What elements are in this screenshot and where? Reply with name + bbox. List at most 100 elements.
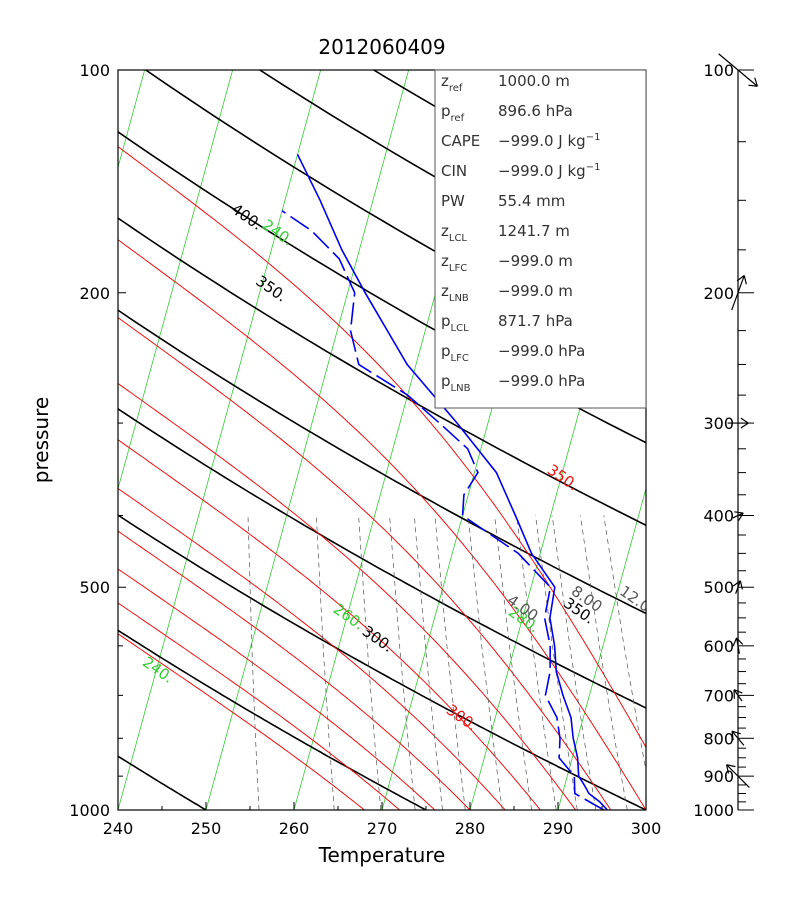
info-value: 1000.0 m [498,72,570,90]
info-symbol-main: CAPE [441,132,480,150]
wind-axis-label: 400 [703,507,734,526]
y-tick-label: 500 [79,578,110,597]
info-value-main: −999.0 m [498,282,573,300]
info-symbol-main: z [441,72,449,90]
isotherm-line [118,70,146,169]
info-symbol-main: z [441,222,449,240]
info-value-main: 871.7 hPa [498,312,573,330]
mixing-ratio-line [516,515,557,810]
wind-arrow-head [740,417,749,424]
dry-adiabat-label: 400. [660,585,698,619]
info-symbol-main: CIN [441,162,467,180]
mixing-ratio-line [358,515,382,810]
dry-adiabat-line [118,217,646,527]
wind-arrow-head [726,764,736,768]
mixing-ratio-line [535,515,578,810]
moist-adiabat-line [118,530,471,810]
dry-adiabat-line [118,514,646,810]
info-symbol-main: z [441,252,449,270]
axes: 240 250 260 270 280 290 300 100 200 500 1000 [69,61,661,838]
wind-arrow-head [733,689,743,694]
info-symbol-subscript: LNB [449,293,469,304]
info-symbol-subscript: LCL [451,323,470,334]
wind-arrow [726,764,750,788]
isotherm-line [118,70,234,491]
y-tick-label: 1000 [69,801,110,820]
wind-arrow [718,53,758,87]
info-symbol-subscript: ref [449,83,463,94]
moist-adiabat-line [118,382,576,810]
mixing-ratio-line [494,515,532,810]
wind-arrow [735,580,741,594]
info-symbol: CIN [441,162,467,180]
wind-arrow-head [732,580,741,587]
moist-adiabat-line [118,146,646,749]
mixing-ratio-line [551,515,597,810]
wind-arrow [736,637,740,654]
x-tick-label: 300 [631,819,662,838]
info-symbol: zref [441,72,463,94]
isotherm-label: 220. [74,248,112,282]
wind-axis-label: 500 [703,578,734,597]
dry-adiabat-line [118,629,427,810]
info-symbol: pLCL [441,312,469,334]
info-symbol: pref [441,102,465,124]
wind-arrow-head [737,512,744,522]
wind-arrow-head [748,84,758,87]
dry-adiabat-line [118,407,646,709]
isotherm-line [205,70,410,810]
info-symbol-subscript: LCL [449,233,468,244]
info-value: 55.4 mm [498,192,565,210]
isotherm-label: 260. [330,600,368,634]
moist-adiabat-label: 300. [443,701,481,735]
wind-axis-label: 300 [703,414,734,433]
info-value: −999.0 J kg−1 [498,162,600,180]
info-symbol-main: p [441,312,451,330]
isotherm-line [557,487,646,810]
mixing-ratio-line [434,515,466,810]
info-symbol: zLCL [441,222,467,244]
wind-arrow-head [739,580,743,590]
dry-adiabat-line [118,130,646,444]
moist-adiabat-line [118,568,436,810]
info-symbol: CAPE [441,132,480,150]
info-value-superscript: −1 [586,162,601,173]
wind-arrow [732,512,744,519]
info-symbol-main: p [441,102,451,120]
info-symbol-subscript: LNB [451,383,471,394]
mixing-ratio-line [315,515,335,810]
wind-axis-label: 1000 [693,801,734,820]
moist-adiabat-line [118,633,365,810]
y-axis-title: pressure [29,397,53,483]
info-value-main: 1241.7 m [498,222,570,240]
sounding-profiles [281,153,608,810]
moist-adiabat-line [118,239,646,810]
info-symbol-subscript: ref [451,113,465,124]
wind-axis-label: 900 [703,767,734,786]
mixing-ratio-line [467,515,503,810]
mixing-ratio-line [580,515,628,810]
info-value-main: 55.4 mm [498,192,565,210]
dry-adiabat-line [118,755,207,810]
wind-arrow-head [754,77,758,87]
dewpoint-profile-line [281,210,605,810]
wind-axis-label: 600 [703,637,734,656]
wind-arrow-head [726,764,730,774]
wind-arrow [731,730,745,746]
wind-arrow [731,275,745,311]
wind-arrow-head [743,275,747,285]
wind-arrow-head [740,422,749,429]
info-value-main: 1000.0 m [498,72,570,90]
info-value-main: −999.0 m [498,252,573,270]
x-tick-label: 250 [191,819,222,838]
info-symbol-main: PW [441,192,465,210]
info-symbol-subscript: LFC [451,353,469,364]
moist-adiabat-line [118,487,506,810]
wind-axis-label: 100 [703,61,734,80]
info-symbol-main: p [441,372,451,390]
isotherm-label: 240. [139,653,177,687]
moist-adiabat-line [118,439,541,810]
info-value: 871.7 hPa [498,312,573,330]
